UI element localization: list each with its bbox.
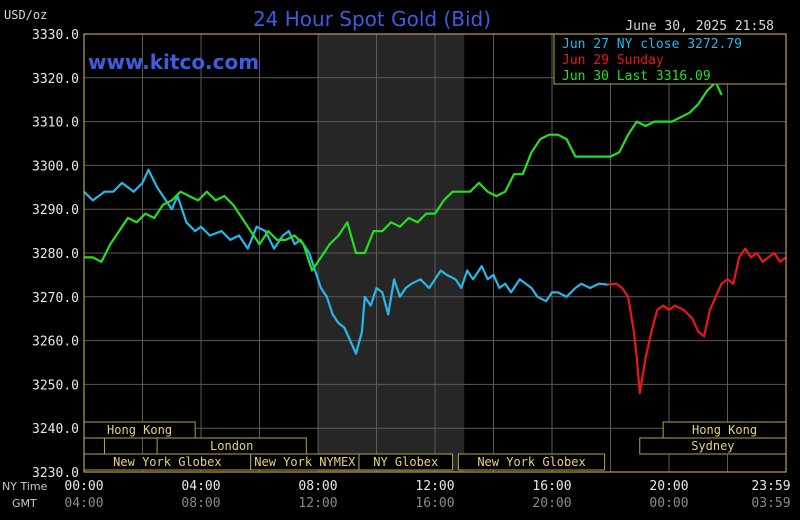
y-tick-label: 3270.0 bbox=[32, 291, 79, 306]
session-label: Hong Kong bbox=[107, 423, 172, 437]
x-tick-label-ny: 04:00 bbox=[181, 479, 220, 494]
session-label: New York Globex bbox=[477, 455, 585, 469]
legend-entry: Jun 30 Last 3316.09 bbox=[562, 69, 711, 84]
x-tick-label-ny: 20:00 bbox=[649, 479, 688, 494]
x-axis-label-ny: NY Time bbox=[2, 480, 48, 493]
x-tick-label-gmt: 16:00 bbox=[415, 496, 454, 511]
session-label: New York NYMEX bbox=[254, 455, 356, 469]
x-tick-label-gmt: 00:00 bbox=[649, 496, 688, 511]
plot-border bbox=[83, 33, 787, 473]
y-axis-unit: USD/oz bbox=[4, 8, 47, 22]
session-label: New York Globex bbox=[113, 455, 221, 469]
legend-entry: Jun 27 NY close 3272.79 bbox=[562, 37, 742, 52]
session-bar bbox=[457, 453, 606, 471]
y-tick-label: 3310.0 bbox=[32, 116, 79, 131]
legend-entry: Jun 29 Sunday bbox=[562, 53, 664, 68]
axis-layer: 3330.0 3320.0 3310.0 3300.0 3290.0 3280.0 3270… bbox=[2, 28, 791, 511]
website-link[interactable]: www.kitco.com bbox=[88, 50, 259, 74]
session-label: NY Globex bbox=[373, 455, 438, 469]
session-bars: Hong Kong Hong Kong London Sydney New York G… bbox=[83, 421, 787, 471]
y-tick-label: 3290.0 bbox=[32, 203, 79, 218]
y-tick-label: 3230.0 bbox=[32, 466, 79, 481]
x-tick-label-gmt: 20:00 bbox=[532, 496, 571, 511]
x-tick-label-gmt: 03:59 bbox=[751, 496, 790, 511]
y-tick-label: 3330.0 bbox=[32, 28, 79, 43]
session-bar bbox=[358, 453, 454, 471]
timestamp: June 30, 2025 21:58 bbox=[625, 19, 774, 34]
x-tick-label-ny: 16:00 bbox=[532, 479, 571, 494]
x-tick-label-gmt: 12:00 bbox=[298, 496, 337, 511]
y-tick-label: 3260.0 bbox=[32, 335, 79, 350]
x-axis-label-gmt: GMT bbox=[12, 497, 37, 510]
x-tick-label-ny: 12:00 bbox=[415, 479, 454, 494]
x-tick-label-ny: 08:00 bbox=[298, 479, 337, 494]
session-label: London bbox=[210, 439, 253, 453]
series-layer bbox=[83, 81, 787, 395]
y-tick-label: 3280.0 bbox=[32, 247, 79, 262]
session-bar bbox=[83, 437, 105, 455]
series-line-jun-27 bbox=[83, 168, 608, 355]
plot-frame bbox=[83, 33, 787, 473]
y-tick-label: 3320.0 bbox=[32, 72, 79, 87]
x-tick-label-gmt: 04:00 bbox=[64, 496, 103, 511]
series-line-jun-29 bbox=[607, 247, 787, 395]
series-line-jun-30 bbox=[84, 81, 723, 272]
x-tick-label-gmt: 08:00 bbox=[181, 496, 220, 511]
y-tick-label: 3240.0 bbox=[32, 422, 79, 437]
x-tick-label-ny: 00:00 bbox=[64, 479, 103, 494]
y-tick-label: 3300.0 bbox=[32, 159, 79, 174]
session-label: Hong Kong bbox=[692, 423, 757, 437]
y-tick-label: 3250.0 bbox=[32, 378, 79, 393]
session-label: Sydney bbox=[691, 439, 734, 453]
chart-title: 24 Hour Spot Gold (Bid) bbox=[253, 7, 491, 31]
x-tick-label-ny: 23:59 bbox=[751, 479, 790, 494]
